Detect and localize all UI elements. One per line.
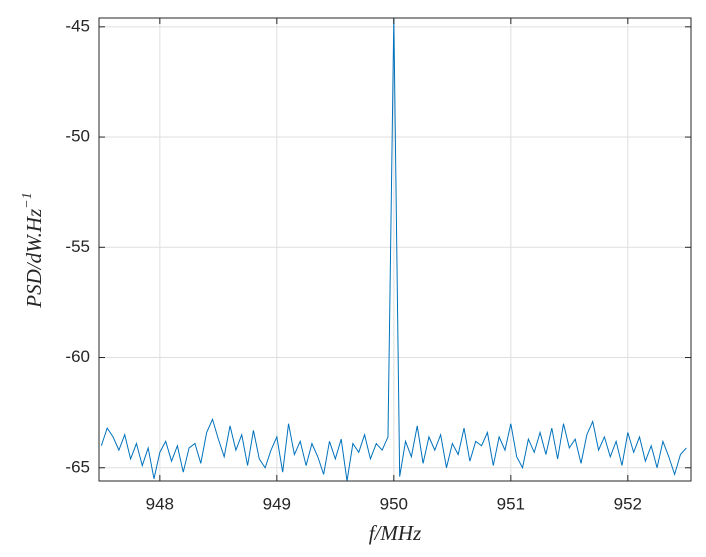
y-tick-label: -60: [65, 347, 90, 366]
y-axis-label-superscript: −1: [20, 192, 35, 208]
x-axis-label: f/MHz: [369, 521, 422, 545]
axes-box: [98, 17, 692, 482]
x-tick-label: 952: [614, 494, 642, 513]
y-tick-label: -55: [65, 237, 90, 256]
x-tick-label: 949: [263, 494, 291, 513]
y-tick-label: -45: [65, 16, 90, 35]
data-line: [100, 18, 687, 481]
x-tick-label: 948: [146, 494, 174, 513]
x-tick-label: 951: [497, 494, 525, 513]
plot-area: [100, 18, 687, 481]
x-tick-label: 950: [380, 494, 408, 513]
y-axis-label-text: PSD/dW.Hz: [22, 209, 46, 309]
y-tick-label: -50: [65, 127, 90, 146]
y-axis-label: PSD/dW.Hz−1: [20, 192, 46, 308]
grid: [99, 18, 691, 481]
y-tick-label: -65: [65, 457, 90, 476]
